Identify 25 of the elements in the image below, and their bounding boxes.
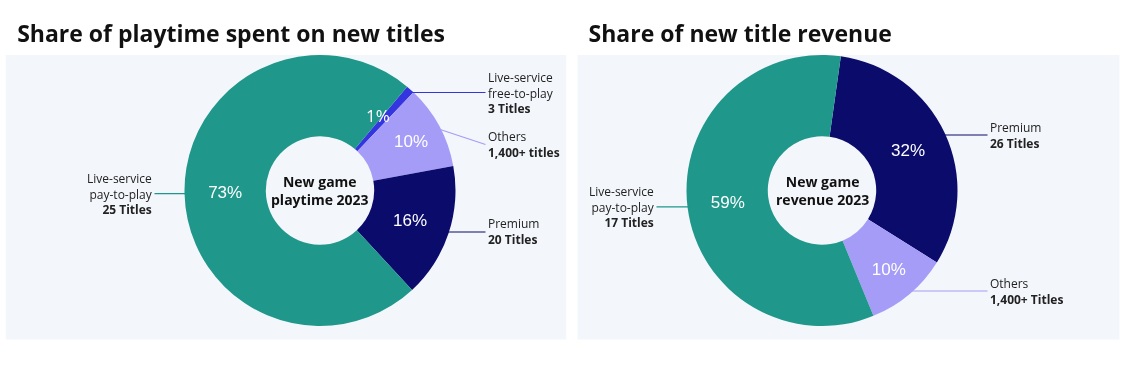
data-label: 59% [710, 192, 745, 212]
slice-label: Live-service free-to-play [488, 69, 554, 102]
slice-label: Premium [990, 119, 1042, 136]
text: 20 Titles [488, 230, 538, 248]
data-label: 10% [871, 260, 906, 280]
data-label: 32% [890, 140, 925, 160]
data-label: 1% [366, 104, 390, 127]
slice-label: Others [990, 275, 1029, 292]
slice-label: Premium [488, 215, 540, 232]
text: 1,400+ titles [488, 143, 560, 161]
text: 3 Titles [488, 100, 531, 118]
data-label: 10% [394, 131, 429, 151]
slice-label: Others [488, 128, 527, 145]
text: 25 Titles [102, 201, 152, 219]
chart-title: Share of playtime spent on new titles [17, 16, 446, 49]
chart-title: Share of new title revenue [588, 16, 892, 49]
slice-label: Live-service pay-to-play [87, 170, 153, 203]
slice-label: Live-service pay-to-play [589, 183, 655, 216]
text: 26 Titles [990, 134, 1040, 152]
data-label: 73% [208, 183, 243, 203]
text: 17 Titles [604, 214, 654, 232]
text: 1,400+ Titles [990, 290, 1064, 308]
data-label: 16% [392, 210, 428, 230]
text: New game revenue 2023 [776, 172, 870, 210]
text: New game playtime 2023 [271, 172, 369, 210]
